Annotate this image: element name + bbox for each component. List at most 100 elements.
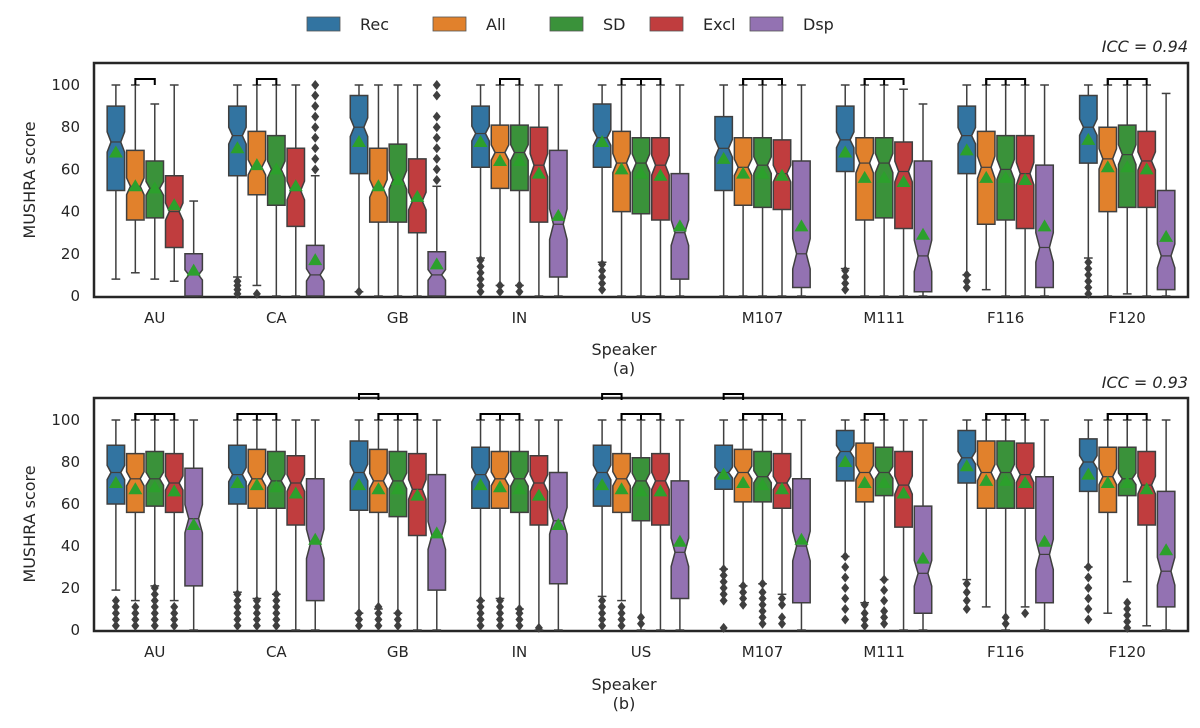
group-us xyxy=(592,78,690,297)
outlier-point xyxy=(1084,614,1093,625)
outlier-point xyxy=(739,580,748,591)
x-tick-label: IN xyxy=(512,309,528,327)
legend-swatch-sd xyxy=(549,16,584,32)
outlier-point xyxy=(354,286,363,297)
mean-marker xyxy=(672,219,687,232)
y-tick-label: 60 xyxy=(61,160,80,178)
outlier-point xyxy=(860,599,869,610)
group-f116 xyxy=(957,413,1055,631)
y-tick-label: 20 xyxy=(61,579,80,597)
panel-a: ICC = 0.94 MUSHRA score Speaker (a) 0 20 4… xyxy=(20,37,1190,378)
outlier-point xyxy=(131,614,140,625)
mean-marker xyxy=(794,219,809,232)
mean-marker xyxy=(410,189,425,202)
outlier-point xyxy=(311,111,320,122)
outlier-point xyxy=(432,80,441,90)
mean-marker xyxy=(614,162,629,175)
x-tick-label: F120 xyxy=(1109,309,1146,327)
outlier-point xyxy=(311,122,320,133)
outlier-point xyxy=(476,255,485,266)
outlier-point xyxy=(252,595,261,606)
mean-marker xyxy=(1018,476,1033,488)
significance-bracket xyxy=(498,78,521,85)
outlier-point xyxy=(758,578,767,589)
outlier-point xyxy=(150,589,159,600)
group-au xyxy=(106,413,204,631)
outlier-point xyxy=(719,622,728,633)
mean-marker xyxy=(1139,162,1154,175)
outlier-point xyxy=(252,608,261,619)
x-tick-label: CA xyxy=(266,643,287,661)
outlier-point xyxy=(617,614,626,625)
legend-label-all: All xyxy=(486,15,506,34)
outlier-point xyxy=(1084,257,1093,268)
x-tick-label: IN xyxy=(512,643,528,661)
box-rec xyxy=(1078,438,1098,493)
mean-marker xyxy=(390,172,405,185)
mean-marker xyxy=(634,166,648,179)
outlier-point xyxy=(111,614,120,625)
icc-label-a: ICC = 0.94 xyxy=(1102,37,1188,56)
outlier-point xyxy=(354,620,363,631)
mean-marker xyxy=(249,478,264,491)
group-m107 xyxy=(714,78,811,297)
outlier-point xyxy=(758,593,767,604)
outlier-point xyxy=(758,606,767,617)
y-tick-label: 80 xyxy=(61,118,80,136)
outlier-point xyxy=(393,614,402,625)
mean-marker xyxy=(473,478,488,491)
outlier-point xyxy=(598,595,607,606)
legend-swatch-excl xyxy=(649,16,684,32)
outlier-point xyxy=(233,595,242,606)
outlier-point xyxy=(719,570,728,581)
outlier-point xyxy=(374,614,383,625)
outlier-point xyxy=(354,608,363,619)
outlier-point xyxy=(1084,583,1093,593)
mean-marker xyxy=(716,151,731,164)
mean-marker xyxy=(288,179,303,192)
outlier-point xyxy=(476,608,485,619)
mean-marker xyxy=(108,476,123,488)
y-tick-label: 60 xyxy=(61,495,80,513)
outlier-point xyxy=(617,608,626,619)
outlier-point xyxy=(617,620,626,631)
x-tick-label: GB xyxy=(387,309,409,327)
outlier-point xyxy=(495,608,504,619)
outlier-point xyxy=(719,564,728,575)
significance-bracket xyxy=(134,413,176,420)
box-all xyxy=(490,450,510,509)
group-m111 xyxy=(835,413,933,631)
outlier-point xyxy=(311,132,320,143)
outlier-point xyxy=(150,601,159,612)
mean-marker xyxy=(1120,476,1135,488)
outlier-point xyxy=(233,276,242,287)
mean-marker xyxy=(108,145,123,158)
legend-label-excl: Excl xyxy=(703,15,736,34)
outlier-point xyxy=(432,164,441,175)
outlier-point xyxy=(598,272,607,283)
outlier-point xyxy=(1001,612,1010,623)
mean-marker xyxy=(653,484,668,497)
y-axis-label-b: MUSHRA score xyxy=(20,465,39,582)
outlier-point xyxy=(598,259,607,270)
x-tick-label: AU xyxy=(144,643,165,661)
mean-marker xyxy=(473,134,488,147)
outlier-point xyxy=(272,614,281,625)
mean-marker xyxy=(351,134,366,147)
outlier-point xyxy=(758,612,767,623)
y-tick-label: 20 xyxy=(61,245,80,263)
outlier-point xyxy=(131,620,140,631)
outlier-point xyxy=(495,280,504,291)
outlier-point xyxy=(233,601,242,612)
mean-marker xyxy=(429,257,444,270)
box-sd xyxy=(1117,446,1137,497)
mean-marker xyxy=(634,484,648,497)
mean-marker xyxy=(230,476,245,488)
outlier-point xyxy=(252,614,261,625)
legend-swatch-all xyxy=(432,16,467,32)
mean-marker xyxy=(595,478,610,491)
outlier-point xyxy=(598,601,607,612)
box-dsp xyxy=(305,244,325,297)
outlier-point xyxy=(170,601,179,612)
outlier-point xyxy=(515,280,524,291)
